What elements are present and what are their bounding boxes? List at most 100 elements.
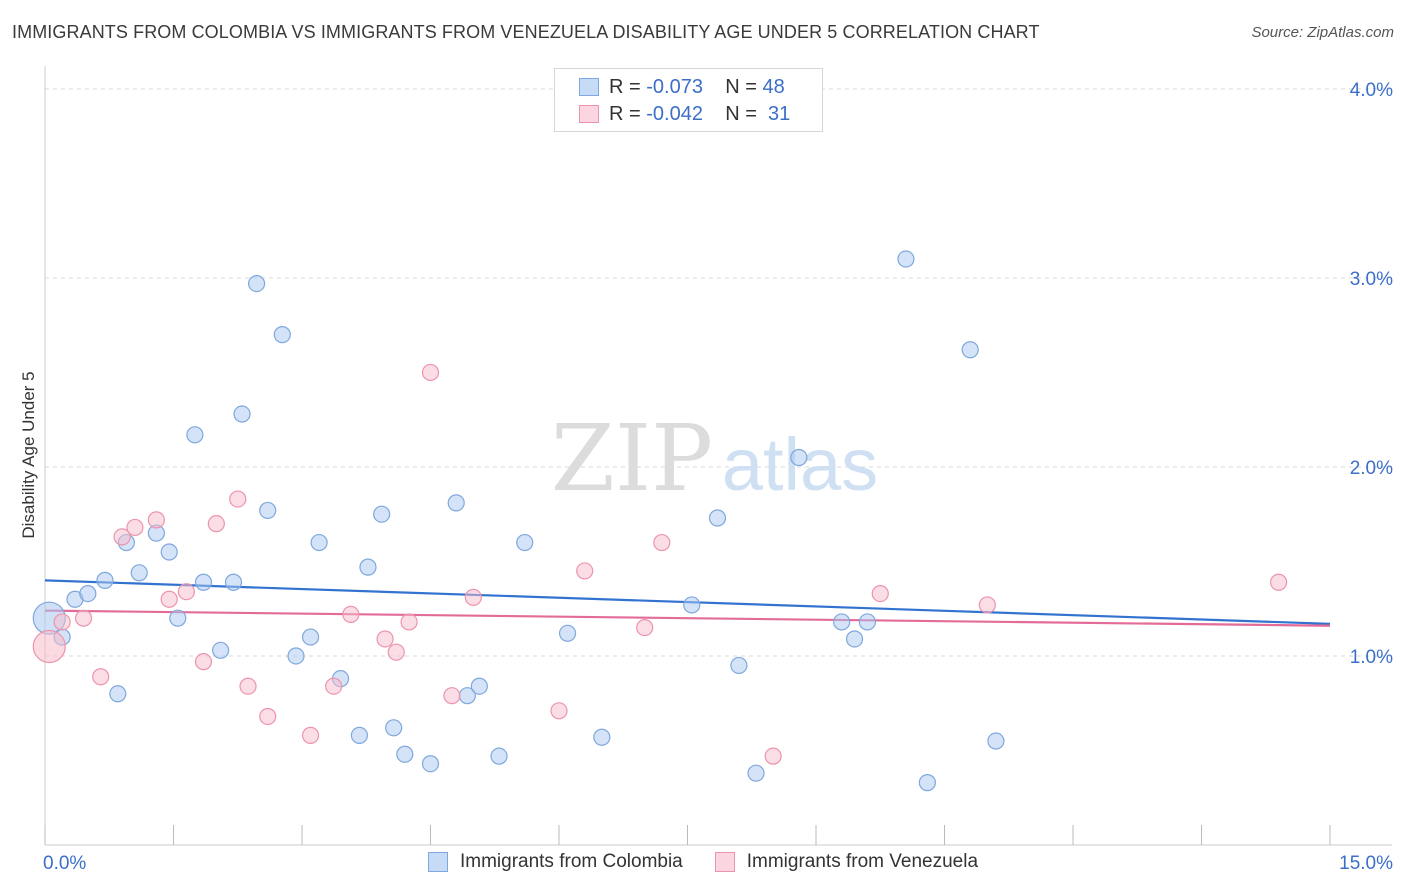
colombia-point [918, 774, 936, 792]
venezuela-point [32, 629, 66, 664]
venezuela-point [147, 511, 165, 529]
series-label-venezuela: Immigrants from Venezuela [746, 851, 979, 872]
colombia-point [961, 341, 979, 359]
colombia-point [96, 571, 114, 589]
legend-r-value-colombia: -0.073 [646, 75, 703, 98]
venezuela-point [177, 583, 195, 601]
venezuela-point [126, 518, 144, 537]
tick-labels: 1.0% 2.0% 3.0% 4.0% 0.0% 15.0% [43, 80, 1393, 874]
watermark: ZIP atlas [551, 405, 878, 512]
y-tick-label: 1.0% [1350, 647, 1393, 668]
legend-swatch-colombia [579, 78, 599, 96]
colombia-point [224, 573, 243, 591]
colombia-point [833, 613, 851, 631]
venezuela-point [871, 584, 889, 603]
chart-title: IMMIGRANTS FROM COLOMBIA VS IMMIGRANTS F… [12, 22, 1040, 42]
colombia-point [359, 558, 377, 576]
colombia-point [194, 573, 213, 591]
series-label-colombia: Immigrants from Colombia [459, 851, 683, 872]
x-tick-label-min: 0.0% [43, 853, 86, 874]
venezuela-point [387, 643, 405, 661]
venezuela-point [239, 677, 257, 695]
colombia-point [109, 685, 127, 703]
source-label: Source: ZipAtlas.com [1251, 24, 1394, 41]
venezuela-point [400, 613, 418, 631]
venezuela-point [325, 677, 343, 695]
venezuela-point [653, 533, 671, 552]
legend-n-label: N = [725, 102, 757, 125]
series-legend-venezuela: Immigrants from Venezuela [714, 851, 979, 873]
y-axis-label: Disability Age Under 5 [19, 371, 38, 538]
venezuela-point [421, 363, 440, 382]
y-tick-label: 4.0% [1350, 80, 1393, 101]
correlation-legend: R = -0.073 N = 48 R = -0.042 N = 31 [554, 68, 823, 132]
legend-row-venezuela: R = -0.042 N = 31 [579, 101, 790, 127]
colombia-point [186, 426, 204, 444]
venezuela-point [550, 702, 568, 720]
colombia-point [130, 564, 148, 582]
colombia-point [310, 533, 328, 552]
colombia-point [247, 274, 266, 293]
legend-n-label: N = [725, 75, 757, 98]
colombia-point [212, 641, 230, 659]
colombia-point [987, 732, 1005, 750]
venezuela-point [342, 605, 360, 623]
colombia-point [558, 624, 577, 642]
venezuela-point [113, 528, 131, 546]
colombia-point [287, 647, 305, 665]
venezuela-point [92, 668, 110, 686]
colombia-point [490, 747, 508, 765]
x-tick-label-max: 15.0% [1339, 853, 1393, 874]
venezuela-trend-line [44, 609, 1331, 627]
colombia-point [160, 543, 178, 561]
series-swatch-venezuela [714, 852, 735, 872]
venezuela-point [764, 747, 782, 765]
colombia-point [516, 533, 534, 552]
legend-swatch-venezuela [579, 105, 599, 123]
venezuela-point [259, 707, 277, 726]
colombia-point [447, 494, 465, 512]
venezuela-point [443, 687, 461, 705]
colombia-point [683, 596, 701, 614]
legend-n-value-venezuela: 31 [768, 102, 791, 125]
venezuela-point [978, 596, 996, 614]
venezuela-point [1269, 573, 1288, 591]
colombia-point [301, 628, 320, 646]
venezuela-point [576, 562, 594, 580]
colombia-point [350, 726, 368, 744]
colombia-point [421, 755, 440, 773]
colombia-point [273, 326, 291, 344]
venezuela-point [464, 588, 482, 606]
venezuela-point [636, 619, 654, 637]
venezuela-point [376, 630, 394, 648]
legend-r-label: R = [609, 102, 641, 125]
y-tick-label: 3.0% [1350, 269, 1393, 290]
data-points [32, 250, 1288, 792]
colombia-point [169, 609, 187, 627]
axes [44, 66, 1392, 846]
venezuela-point [301, 726, 320, 744]
colombia-point [858, 613, 877, 631]
colombia-point [593, 728, 611, 746]
colombia-point [730, 656, 748, 675]
colombia-point [790, 448, 808, 467]
colombia-point [233, 405, 251, 423]
legend-n-value-colombia: 48 [762, 75, 785, 98]
colombia-point [897, 250, 915, 268]
colombia-point [845, 630, 864, 648]
legend-r-label: R = [609, 75, 641, 98]
series-legend-colombia: Immigrants from Colombia [427, 851, 683, 873]
grid-lines [45, 88, 1392, 657]
venezuela-point [53, 613, 71, 631]
venezuela-point [74, 609, 93, 627]
colombia-point [373, 505, 391, 523]
colombia-point [470, 677, 488, 695]
colombia-point [79, 584, 97, 603]
series-legend: Immigrants from Colombia Immigrants from… [0, 851, 1406, 873]
colombia-point [747, 764, 765, 782]
legend-r-value-venezuela: -0.042 [646, 102, 703, 125]
y-tick-label: 2.0% [1350, 458, 1393, 479]
venezuela-point [160, 590, 178, 608]
colombia-point [396, 745, 414, 763]
